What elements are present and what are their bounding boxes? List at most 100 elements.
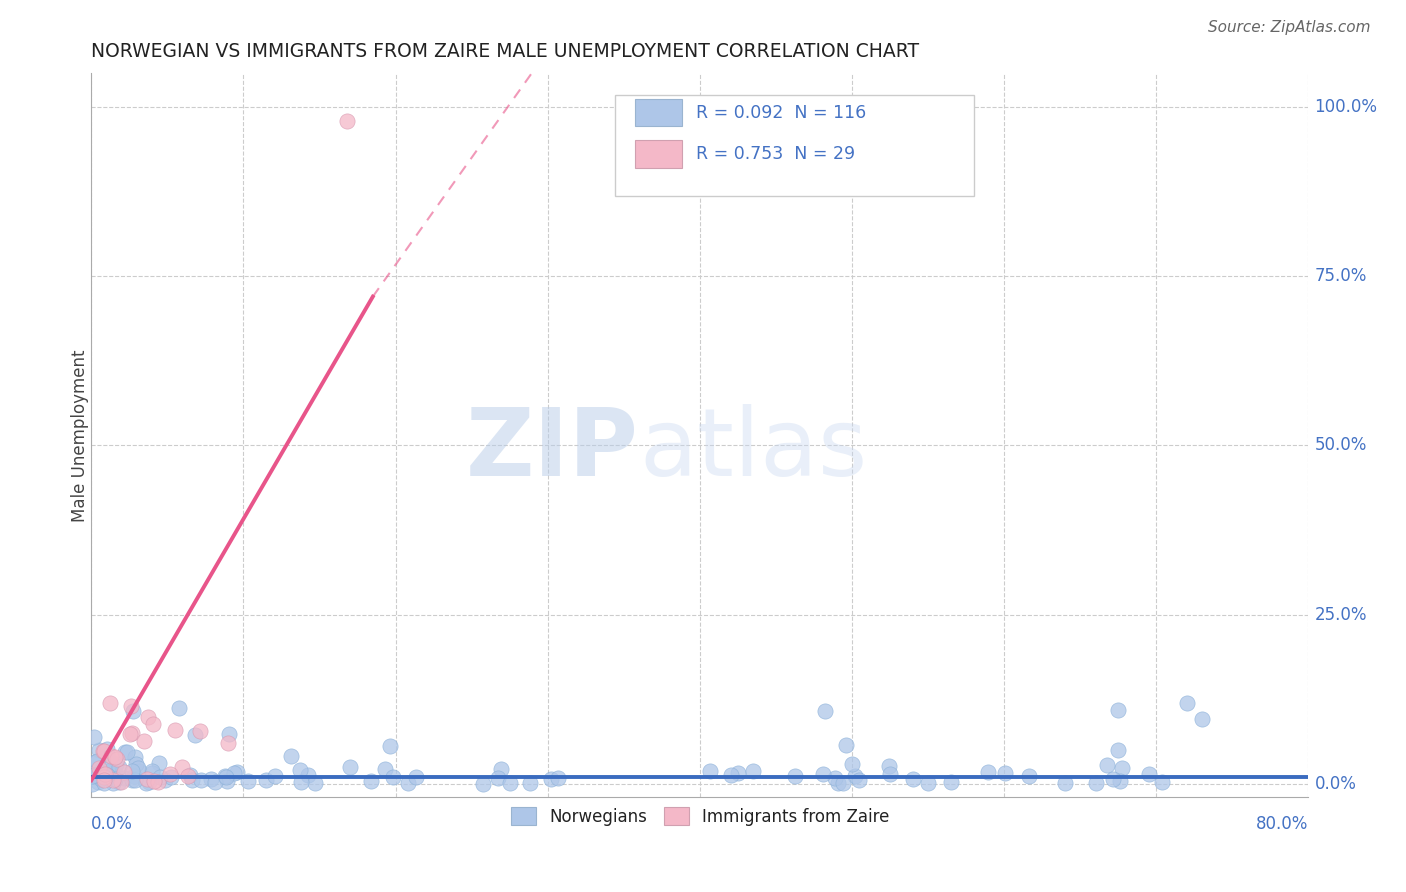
Point [83,756,105,770]
Point [1107,743,1129,757]
Point [1101,772,1123,786]
Point [832,776,855,790]
Point [93,775,115,789]
Point [879,767,901,781]
Point [87,774,110,789]
Point [86,754,108,768]
Point [167,701,190,715]
Point [159,766,181,780]
Text: 0.0%: 0.0% [91,815,134,833]
Text: 25.0%: 25.0% [1315,606,1367,624]
Point [1018,769,1040,783]
Point [96,767,118,781]
Point [136,709,159,723]
Point [339,760,361,774]
Point [290,763,312,777]
Point [1108,773,1130,788]
Point [125,757,148,772]
Point [121,725,143,739]
Point [141,766,163,780]
Point [100,748,122,763]
Point [96,742,118,756]
Text: 75.0%: 75.0% [1315,268,1367,285]
Point [83,768,105,782]
Point [148,756,170,771]
Point [699,764,721,778]
Point [472,776,495,790]
Legend: Norwegians, Immigrants from Zaire: Norwegians, Immigrants from Zaire [503,801,896,832]
Point [93,743,115,757]
Text: 50.0%: 50.0% [1315,436,1367,455]
Point [100,763,122,777]
Point [101,775,124,789]
Point [180,773,202,788]
Point [824,772,846,786]
Point [108,760,131,774]
Point [381,770,404,784]
Point [141,764,163,779]
Point [977,764,1000,779]
Text: NORWEGIAN VS IMMIGRANTS FROM ZAIRE MALE UNEMPLOYMENT CORRELATION CHART: NORWEGIAN VS IMMIGRANTS FROM ZAIRE MALE … [91,42,920,61]
Point [204,774,226,789]
Point [848,773,870,788]
Point [190,772,212,787]
Point [122,769,145,783]
Point [120,699,142,714]
Text: 100.0%: 100.0% [1315,98,1378,116]
Point [814,704,837,718]
Point [188,724,211,739]
Point [785,769,807,783]
Point [82,769,104,783]
Point [720,768,742,782]
Point [877,759,900,773]
Text: 80.0%: 80.0% [1256,815,1309,833]
Point [97,764,120,779]
Point [142,774,165,789]
Point [1175,696,1198,710]
Point [360,773,382,788]
Point [547,771,569,785]
Point [993,766,1015,780]
Point [901,772,924,787]
Point [844,769,866,783]
Point [110,775,132,789]
Point [104,772,127,786]
Point [93,772,115,787]
Point [97,769,120,783]
Point [93,744,115,758]
Point [121,773,143,788]
Point [101,772,124,787]
Point [96,747,118,762]
Point [93,770,115,784]
Point [1085,776,1108,790]
Point [172,760,194,774]
Y-axis label: Male Unemployment: Male Unemployment [72,349,89,522]
Point [727,766,749,780]
Point [146,775,169,789]
Point [135,776,157,790]
Text: Source: ZipAtlas.com: Source: ZipAtlas.com [1208,20,1371,35]
Point [159,770,181,784]
Point [374,762,396,776]
Point [217,736,239,750]
Point [142,716,165,731]
Point [939,775,962,789]
Point [1095,758,1118,772]
Point [218,726,240,740]
Point [105,752,128,766]
Point [121,764,143,778]
Point [380,739,402,753]
Text: ZIP: ZIP [467,404,640,496]
Point [149,770,172,784]
Point [100,767,122,781]
Point [87,761,110,775]
Point [122,704,145,718]
Point [835,738,858,752]
Point [132,734,155,748]
Point [827,776,849,790]
Point [112,765,135,780]
Point [138,775,160,789]
Point [540,772,562,787]
Point [297,768,319,782]
Point [405,770,427,784]
